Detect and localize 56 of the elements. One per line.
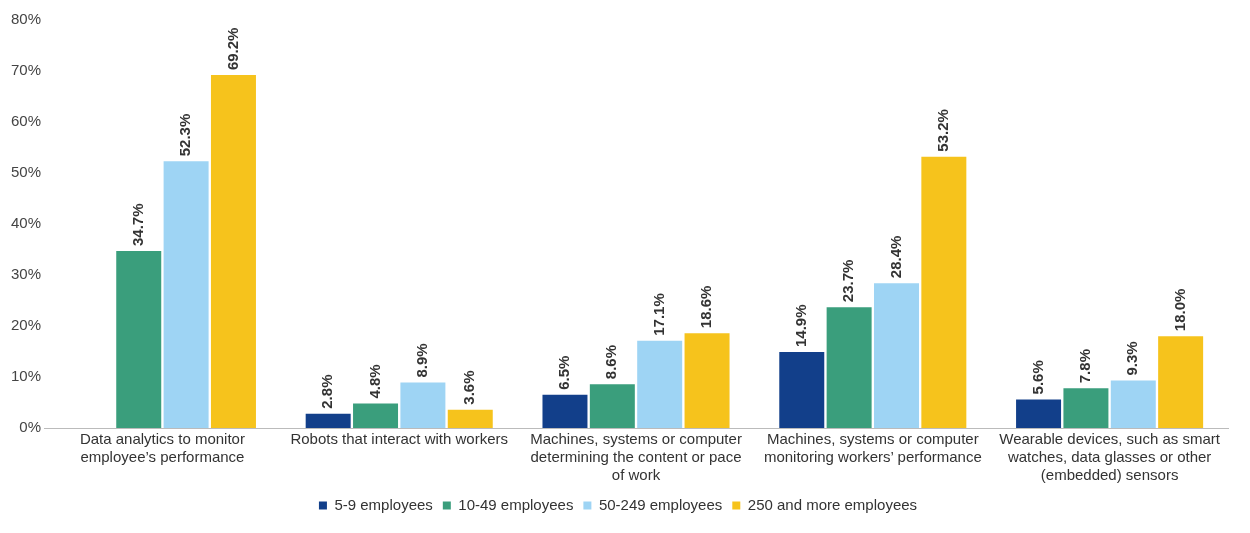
x-tick-label: Data analytics to monitor employee’s performance [79, 430, 245, 466]
data-label: 9.3% [1123, 341, 1141, 376]
y-tick-label: 80% [10, 10, 42, 28]
data-label: 53.2% [933, 109, 951, 152]
data-label: 34.7% [128, 203, 146, 247]
y-tick-label: 60% [10, 112, 42, 130]
bar [353, 403, 399, 428]
data-label: 14.9% [791, 304, 809, 348]
bar [684, 333, 730, 428]
data-label: 17.1% [649, 293, 667, 336]
legend-label: 5-9 employees [334, 495, 433, 513]
legend-label: 10-49 employees [458, 495, 574, 513]
x-tick-label: Robots that interact with workers [290, 430, 509, 448]
bar [542, 394, 588, 428]
x-tick-label: Wearable devices, such as smart watches, data glasses or other (embedded) sensors [999, 430, 1221, 484]
legend-label: 250 and more employees [747, 495, 918, 513]
bar [305, 413, 351, 428]
bar [873, 283, 919, 428]
data-label: 18.0% [1170, 288, 1188, 332]
bar [1063, 388, 1109, 428]
bar [826, 307, 872, 428]
bar [447, 409, 493, 428]
y-tick-label: 50% [10, 163, 42, 181]
bar [589, 384, 635, 428]
legend-label: 50-249 employees [598, 495, 723, 513]
data-label: 23.7% [839, 259, 857, 303]
data-label: 52.3% [176, 113, 194, 157]
data-label: 6.5% [555, 355, 573, 390]
data-label: 8.9% [413, 343, 431, 378]
bar [1016, 399, 1062, 428]
data-label: 28.4% [886, 235, 904, 279]
bar [1158, 336, 1204, 428]
bar [163, 161, 209, 428]
y-tick-label: 20% [10, 316, 42, 334]
y-tick-label: 0% [19, 418, 42, 436]
data-label: 3.6% [460, 370, 478, 405]
data-label: 5.6% [1028, 360, 1046, 395]
data-label: 18.6% [697, 285, 715, 329]
y-tick-label: 10% [10, 367, 42, 385]
x-tick-label: Machines, systems or computer determining the content or pace of work [530, 430, 742, 484]
bar [637, 340, 683, 428]
data-label: 4.8% [365, 364, 383, 399]
bar [400, 382, 446, 428]
bar [1110, 380, 1156, 428]
y-tick-label: 70% [10, 61, 42, 79]
bar [210, 75, 256, 428]
data-label: 8.6% [602, 344, 620, 380]
x-tick-label: Machines, systems or computer monitoring workers’ performance [763, 430, 982, 466]
bar [116, 251, 162, 428]
data-label: 69.2% [223, 27, 241, 71]
bar [779, 352, 825, 428]
data-label: 2.8% [318, 374, 336, 409]
y-tick-label: 40% [10, 214, 42, 232]
data-label: 7.8% [1076, 349, 1094, 384]
y-tick-label: 30% [10, 265, 42, 283]
bar [921, 156, 967, 428]
